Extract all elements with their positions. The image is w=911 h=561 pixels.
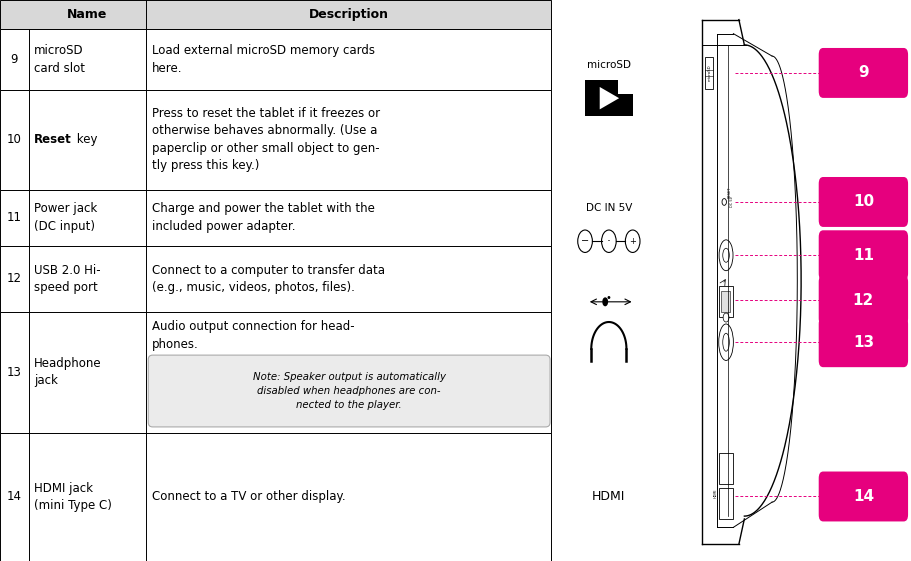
- FancyBboxPatch shape: [148, 355, 550, 427]
- Bar: [720, 453, 733, 484]
- Text: Audio output connection for head-
phones.: Audio output connection for head- phones…: [151, 320, 354, 351]
- FancyBboxPatch shape: [819, 48, 908, 98]
- Text: 11: 11: [853, 248, 874, 263]
- Text: Note: Speaker output is automatically
disabled when headphones are con-
nected t: Note: Speaker output is automatically di…: [252, 372, 445, 410]
- Text: •: •: [606, 293, 612, 304]
- Bar: [720, 488, 733, 519]
- Text: microSD
card slot: microSD card slot: [35, 44, 85, 75]
- Circle shape: [723, 313, 729, 322]
- Text: Charge and power the tablet with the
included power adapter.: Charge and power the tablet with the inc…: [151, 203, 374, 233]
- Text: Press to reset the tablet if it freezes or
otherwise behaves abnormally. (Use a
: Press to reset the tablet if it freezes …: [151, 107, 380, 172]
- Circle shape: [625, 230, 640, 252]
- Text: 13: 13: [7, 366, 22, 379]
- FancyBboxPatch shape: [819, 231, 908, 280]
- Text: 12: 12: [853, 293, 874, 307]
- Text: HDMI: HDMI: [592, 490, 626, 503]
- Text: microSD: microSD: [707, 65, 711, 81]
- Text: 9: 9: [858, 66, 869, 80]
- Circle shape: [602, 297, 609, 306]
- Text: 10: 10: [853, 195, 874, 209]
- Text: +: +: [630, 237, 636, 246]
- Text: Headphone
jack: Headphone jack: [35, 357, 102, 388]
- Text: 11: 11: [6, 211, 22, 224]
- Text: HDMI jack
(mini Type C): HDMI jack (mini Type C): [35, 481, 112, 512]
- FancyBboxPatch shape: [585, 80, 632, 117]
- FancyBboxPatch shape: [819, 318, 908, 367]
- Text: 9: 9: [11, 53, 18, 66]
- Text: Name: Name: [67, 8, 107, 21]
- Text: Connect to a computer to transfer data
(e.g., music, videos, photos, files).: Connect to a computer to transfer data (…: [151, 264, 384, 294]
- Ellipse shape: [722, 248, 730, 263]
- Text: DC 5V: DC 5V: [731, 196, 734, 208]
- Bar: [722, 291, 731, 312]
- FancyBboxPatch shape: [819, 177, 908, 227]
- FancyBboxPatch shape: [819, 275, 908, 325]
- Text: 14: 14: [6, 490, 22, 503]
- Circle shape: [601, 230, 616, 252]
- Ellipse shape: [719, 324, 733, 361]
- Text: RESET: RESET: [728, 186, 732, 197]
- Text: −: −: [581, 236, 589, 246]
- Text: 14: 14: [853, 489, 874, 504]
- Text: 10: 10: [7, 133, 22, 146]
- Bar: [0, 312, 551, 433]
- Text: 12: 12: [6, 272, 22, 286]
- Text: 13: 13: [853, 335, 874, 350]
- Text: microSD: microSD: [587, 59, 630, 70]
- Circle shape: [722, 199, 726, 205]
- Text: ·: ·: [607, 234, 611, 248]
- Text: Reset: Reset: [35, 133, 72, 146]
- Text: Power jack
(DC input): Power jack (DC input): [35, 203, 97, 233]
- Bar: [0, 246, 551, 312]
- FancyBboxPatch shape: [618, 80, 632, 94]
- Bar: [720, 286, 733, 317]
- Text: key: key: [73, 133, 97, 146]
- Bar: [0, 433, 551, 561]
- Polygon shape: [599, 87, 619, 109]
- Bar: [0, 29, 551, 90]
- Bar: [0, 90, 551, 190]
- Ellipse shape: [719, 240, 733, 271]
- Text: Load external microSD memory cards
here.: Load external microSD memory cards here.: [151, 44, 374, 75]
- Ellipse shape: [722, 333, 730, 351]
- Bar: [0, 190, 551, 246]
- Text: HDMI: HDMI: [714, 489, 718, 498]
- Circle shape: [578, 230, 592, 252]
- Text: Description: Description: [309, 8, 389, 21]
- Text: Connect to a TV or other display.: Connect to a TV or other display.: [151, 490, 345, 503]
- Text: DC IN 5V: DC IN 5V: [586, 203, 632, 213]
- Bar: [0, 0, 551, 29]
- FancyBboxPatch shape: [819, 471, 908, 522]
- Text: USB 2.0 Hi-
speed port: USB 2.0 Hi- speed port: [35, 264, 101, 294]
- Bar: [705, 57, 713, 89]
